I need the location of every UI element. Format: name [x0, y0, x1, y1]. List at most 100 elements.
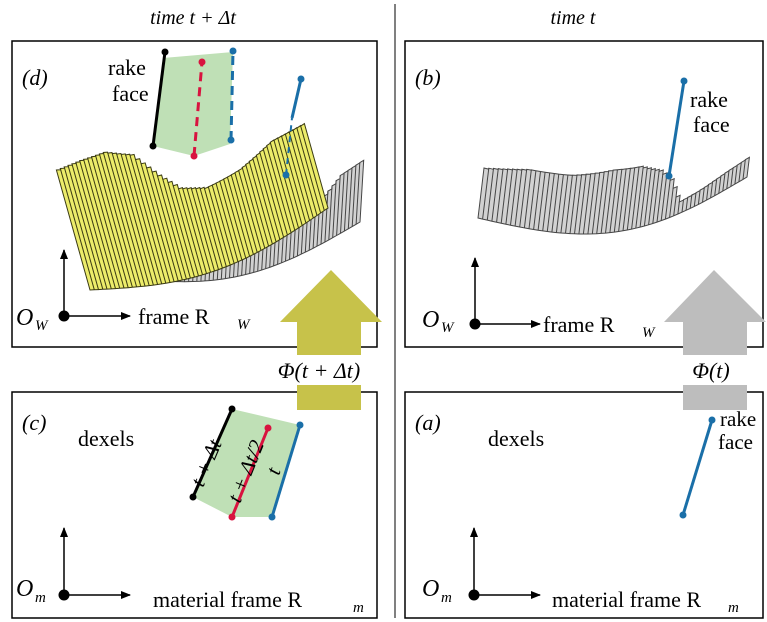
panel-d: (d) rake face O W frame R W: [16, 47, 365, 334]
dexel-line: [693, 192, 697, 207]
rake-face-black-bottom-c: [189, 493, 197, 501]
dexel-line: [332, 180, 337, 238]
rake-face-black-bottom-d: [149, 142, 157, 150]
dexel-line: [496, 168, 504, 223]
dexel-line: [252, 158, 277, 243]
rake-face-red-bottom-d: [190, 152, 198, 160]
dexel-line: [215, 182, 239, 262]
frame-label-d: frame R: [138, 304, 210, 329]
rake-face-blue-bottom-b: [665, 172, 673, 180]
dexel-line: [635, 167, 644, 229]
swept-area-d: [153, 52, 233, 156]
dexels-label-a: dexels: [488, 426, 544, 451]
origin-sub-b: W: [441, 320, 455, 336]
dexel-line: [673, 197, 677, 216]
dexel-line: [63, 166, 99, 290]
dexel-line: [151, 171, 183, 281]
rake-face-blue-c: [270, 424, 302, 518]
dexel-line: [255, 155, 281, 240]
frame-label-a: material frame R: [552, 587, 701, 612]
dexel-line: [273, 140, 299, 229]
dexel-line: [726, 170, 730, 189]
dexel-line: [652, 171, 660, 224]
dexel-line: [296, 127, 322, 214]
rake-face-prev-dashed-d: [285, 117, 293, 176]
origin-dot-b: [469, 318, 481, 330]
dexels-label-c: dexels: [78, 426, 134, 451]
rake-face-red-top-c: [264, 424, 272, 432]
panel-d-tag: (d): [22, 65, 48, 90]
dexel-line: [87, 157, 125, 289]
dexel-line: [79, 160, 116, 289]
dexel-line: [207, 186, 231, 266]
dexel-line: [182, 188, 207, 274]
origin-sub-c: m: [35, 590, 46, 606]
rake-face-blue-top-b: [680, 77, 688, 85]
dexel-line: [714, 178, 718, 196]
dexel-line: [83, 159, 121, 289]
dexel-line: [178, 188, 203, 275]
panel-a-frame: [404, 391, 764, 619]
dexel-line: [116, 153, 154, 286]
rake-face-blue-top-d: [229, 47, 237, 55]
frame-sub-a: m: [728, 600, 739, 616]
dexel-line: [702, 187, 705, 203]
dexel-line: [259, 151, 285, 238]
origin-dot-d: [58, 310, 70, 322]
frame-sub-d: W: [237, 317, 251, 333]
dexel-line: [600, 170, 610, 234]
dexel-line: [234, 172, 258, 253]
dexel-line: [125, 154, 163, 285]
rake-face-prev-top-d: [297, 75, 305, 83]
dexel-line: [91, 156, 129, 288]
panel-c-tag: (c): [22, 410, 46, 435]
origin-sub-d: W: [35, 318, 49, 334]
rake-face-label-b-line1: rake: [690, 87, 728, 112]
dexel-line: [689, 194, 693, 209]
dexel-line: [241, 167, 266, 249]
dexel-line: [230, 174, 254, 255]
rake-face-black-top-d: [161, 48, 169, 56]
rake-face-label-d-line2: face: [112, 81, 149, 106]
dexel-line: [204, 188, 227, 267]
frame-label-c: material frame R: [153, 587, 302, 612]
dexel-line: [730, 167, 734, 187]
dexel-line: [281, 136, 307, 224]
dexel-line: [582, 173, 592, 235]
dexel-line: [71, 163, 108, 290]
dexel-line: [742, 159, 746, 180]
rake-face-label-d-line1: rake: [108, 55, 146, 80]
dexel-line: [643, 169, 652, 227]
dexel-line: [587, 173, 596, 235]
dexel-line: [519, 169, 528, 228]
rake-face-blue-bottom-d: [227, 136, 235, 144]
dexel-line: [102, 152, 142, 287]
dexel-line: [639, 168, 648, 228]
dexel-line: [618, 168, 627, 232]
dexel-line: [146, 167, 179, 282]
rake-face-blue-b: [667, 80, 686, 177]
rake-face-blue-bottom-a: [679, 511, 687, 519]
dexel-line: [245, 164, 270, 247]
dexel-line: [681, 199, 684, 213]
dexel-line: [734, 165, 738, 185]
dexel-line: [609, 169, 618, 233]
dexel-line: [546, 173, 555, 232]
panel-b-frame: [404, 40, 764, 348]
dexel-line: [186, 188, 211, 273]
rake-face-red-d: [192, 61, 204, 157]
panel-b-tag: (b): [415, 65, 441, 90]
rake-face-prev-solid-d: [290, 78, 303, 119]
dexel-line: [111, 153, 150, 286]
dexel-line: [505, 168, 513, 225]
dexel-line: [355, 162, 361, 225]
dexel-line: [722, 173, 726, 192]
rake-face-label-a-line2: face: [718, 430, 753, 454]
dexel-line: [605, 170, 614, 234]
panel-c: t + Δt t + Δt/2 t (c) dexels O m materia…: [0, 0, 364, 616]
gray-dexel-body-b: [477, 156, 751, 235]
rake-face-prev-bottom-d: [282, 171, 290, 179]
swept-area-c: [193, 409, 300, 517]
dexel-line: [336, 175, 341, 236]
